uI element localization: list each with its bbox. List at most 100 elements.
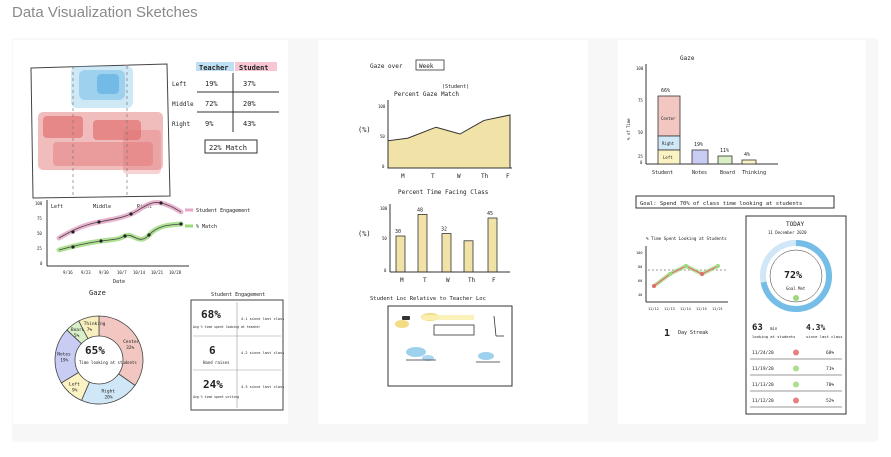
line-xtick-6: 10/21 [151, 270, 164, 275]
table-row-middle-label: Middle [172, 101, 194, 108]
donut-center-label: Time looking at students [79, 360, 137, 365]
bar-w [441, 233, 452, 273]
today-title: TODAY [786, 221, 804, 228]
table-header-teacher: Teacher [199, 64, 229, 72]
history-date: 11/12/20 [752, 398, 774, 404]
goal-progress-ring [760, 240, 832, 312]
bar-t [417, 213, 428, 273]
stacked-ylabel: % of Time [626, 118, 631, 140]
table-row-left-teacher: 19% [205, 80, 218, 88]
change-label: since last class [806, 334, 843, 339]
today-card: TODAY 11 December 2020 72% Goal Met 63 m… [745, 215, 847, 415]
goal-box [635, 195, 835, 209]
stacked-xtick-notes: Notes [692, 170, 707, 176]
stacked-ytick-25: 25 [638, 154, 643, 159]
donut-value-center: 32% [126, 345, 134, 351]
area-ytick-0: 0 [382, 164, 385, 169]
donut-value-thinking: 7% [87, 327, 93, 333]
area-xtick-t: T [431, 173, 435, 180]
stat-3-change: 4.3 since last class [241, 385, 284, 389]
history-date: 11/13/20 [752, 382, 774, 388]
donut-label-left: Left [69, 381, 80, 387]
goal-met-icon [793, 365, 799, 372]
gaze-table: Teacher Student Left 19% 37% Middle 72% … [172, 62, 279, 154]
line-xtick-1: 9/16 [63, 270, 73, 275]
stacked-main-value: 66% [661, 88, 670, 94]
streak-value: 1 [664, 328, 670, 339]
stat-1-change: 4.1 since last class [241, 317, 284, 321]
minutes-value: 63 [752, 323, 763, 333]
stacked-notes-value: 19% [694, 142, 703, 148]
donut-label-right: Right [101, 389, 115, 395]
area-ylabel: (%) [358, 126, 371, 134]
line-ytick-0: 0 [40, 261, 43, 266]
sketch-board: Left Middle Right Teacher Student Left 1… [12, 38, 878, 442]
stat-1-value: 68% [201, 308, 221, 321]
stacked-xtick-thinking: Thinking [742, 170, 766, 176]
stat-2-change: 4.2 since last class [241, 351, 284, 355]
streak-label: Day Streak [678, 330, 708, 336]
table-row-middle-student: 20% [243, 100, 256, 108]
area-xtick-f: F [506, 173, 510, 180]
stacked-title: Gaze [680, 55, 695, 62]
stat-2-value: 6 [209, 344, 216, 357]
sketch-sheet-2[interactable]: Gaze over Week (Student) Percent Gaze Ma… [318, 40, 588, 424]
donut-label-notes: Notes [57, 351, 71, 357]
stat-2-label: Hand raises [203, 360, 230, 365]
sheet-2-canvas: Gaze over Week (Student) Percent Gaze Ma… [358, 59, 513, 387]
area-fill [387, 114, 511, 169]
week-select[interactable] [415, 59, 445, 71]
minutes-label: looking at students [752, 334, 795, 339]
donut-value-board: 5% [74, 333, 80, 339]
history-date: 11/24/20 [752, 350, 774, 356]
facing-class-bar-chart: Percent Time Facing Class (%) 100 50 0 3… [358, 189, 510, 284]
donut-label-center: Center [123, 339, 140, 345]
history-date: 11/19/20 [752, 366, 774, 372]
sketch-sheet-3[interactable]: Gaze % of Time 100 75 50 25 0 66% Center… [618, 40, 866, 424]
bar-m [395, 235, 406, 273]
engagement-line-chart: 100 75 50 25 0 9/16 9/23 9/30 10/7 10/14… [35, 199, 250, 285]
history-value: 52% [826, 398, 834, 404]
student-loc-sketch: Student Loc Relative to Teacher Loc [370, 296, 513, 387]
stacked-ytick-75: 75 [638, 98, 643, 103]
heatmap-sketch: Left Middle Right [30, 63, 171, 210]
stat-3-value: 24% [203, 378, 223, 391]
line-xtick-5: 10/14 [133, 270, 146, 275]
line-xlabel: Date [113, 279, 125, 285]
goal-met-icon [793, 381, 799, 388]
table-row-middle-teacher: 72% [205, 100, 218, 108]
stat-3-label: Avg % time spent writing [193, 395, 239, 399]
bar-value-label: 30 [395, 229, 401, 235]
area-subtitle: (Student) [442, 84, 469, 90]
bar-title: Percent Time Facing Class [398, 189, 489, 196]
table-row-right-label: Right [172, 121, 190, 128]
stacked-seg-right: Right [662, 141, 675, 146]
table-row-right-student: 43% [243, 120, 256, 128]
engagement-panel: Student Engagement 68% Avg % time spent … [190, 292, 284, 411]
table-row-left-label: Left [172, 81, 187, 88]
bar-value-label: 32 [441, 227, 447, 233]
area-title: Percent Gaze Match [394, 91, 459, 98]
donut-label-thinking: Thinking [84, 321, 106, 327]
legend-engagement: Student Engagement [196, 208, 250, 214]
trend-xtick-2: 11/13 [664, 307, 675, 311]
line-xtick-7: 10/28 [169, 270, 182, 275]
donut-label-board: Board [71, 327, 85, 333]
line-ytick-25: 25 [37, 246, 42, 251]
legend-match: % Match [196, 224, 217, 230]
table-header-student: Student [239, 64, 269, 72]
bar-value-label: 45 [487, 211, 493, 217]
sketch-sheet-1[interactable]: Left Middle Right Teacher Student Left 1… [13, 40, 288, 424]
trend-ytick-100: 100 [636, 251, 643, 255]
line-ytick-100: 100 [35, 201, 43, 206]
bar-xtick-f: F [492, 277, 496, 284]
stacked-ytick-0: 0 [640, 160, 643, 165]
line-xtick-3: 9/30 [99, 270, 109, 275]
gaze-match-area-chart: (Student) Percent Gaze Match (%) 100 50 … [358, 84, 512, 180]
line-xtick-4: 10/7 [117, 270, 127, 275]
history-value: 68% [826, 350, 834, 356]
history-value: 70% [826, 382, 834, 388]
bar-ylabel: (%) [358, 230, 371, 238]
stacked-seg-center: Center [661, 116, 676, 121]
bar-xtick-t: T [423, 277, 427, 284]
